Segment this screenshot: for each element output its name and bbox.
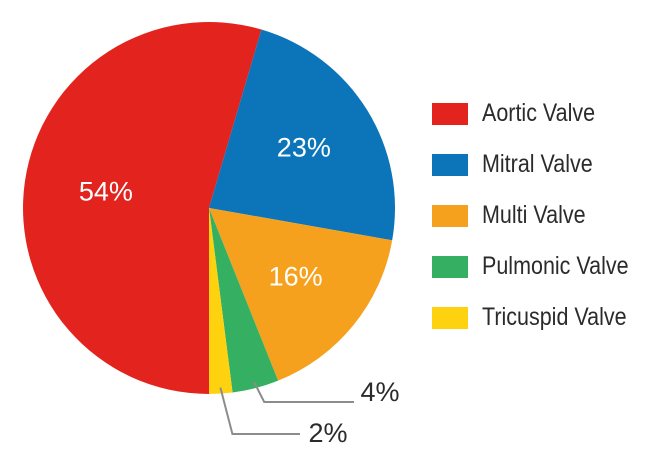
- legend-item-aortic: Aortic Valve: [432, 88, 652, 139]
- legend-swatch-pulmonic: [432, 255, 468, 278]
- data-label-multi: 16%: [269, 261, 323, 291]
- legend-swatch-multi: [432, 204, 468, 227]
- data-label-mitral: 23%: [277, 132, 331, 162]
- legend-label-tricuspid: Tricuspid Valve: [482, 303, 627, 331]
- legend-swatch-aortic: [432, 102, 468, 125]
- legend-label-multi: Multi Valve: [482, 201, 586, 229]
- legend: Aortic Valve Mitral Valve Multi Valve Pu…: [432, 88, 652, 343]
- pie-slice-pulmonic: [209, 208, 279, 393]
- leader-line-tricuspid: [219, 387, 300, 435]
- pie-slice-aortic: [23, 21, 262, 394]
- legend-swatch-tricuspid: [432, 306, 468, 329]
- pie-slice-mitral: [209, 29, 395, 241]
- data-label-aortic: 54%: [79, 176, 133, 206]
- legend-item-multi: Multi Valve: [432, 190, 652, 241]
- legend-label-aortic: Aortic Valve: [482, 99, 596, 127]
- leader-line-pulmonic: [253, 381, 354, 403]
- pie-slice-multi: [209, 208, 393, 381]
- legend-item-pulmonic: Pulmonic Valve: [432, 241, 652, 292]
- legend-swatch-mitral: [432, 153, 468, 176]
- data-label-pulmonic: 4%: [360, 377, 399, 407]
- pie-slice-tricuspid: [209, 208, 233, 394]
- legend-item-mitral: Mitral Valve: [432, 139, 652, 190]
- legend-label-pulmonic: Pulmonic Valve: [482, 252, 629, 280]
- legend-label-mitral: Mitral Valve: [482, 150, 593, 178]
- legend-item-tricuspid: Tricuspid Valve: [432, 292, 652, 343]
- data-label-tricuspid: 2%: [308, 418, 347, 448]
